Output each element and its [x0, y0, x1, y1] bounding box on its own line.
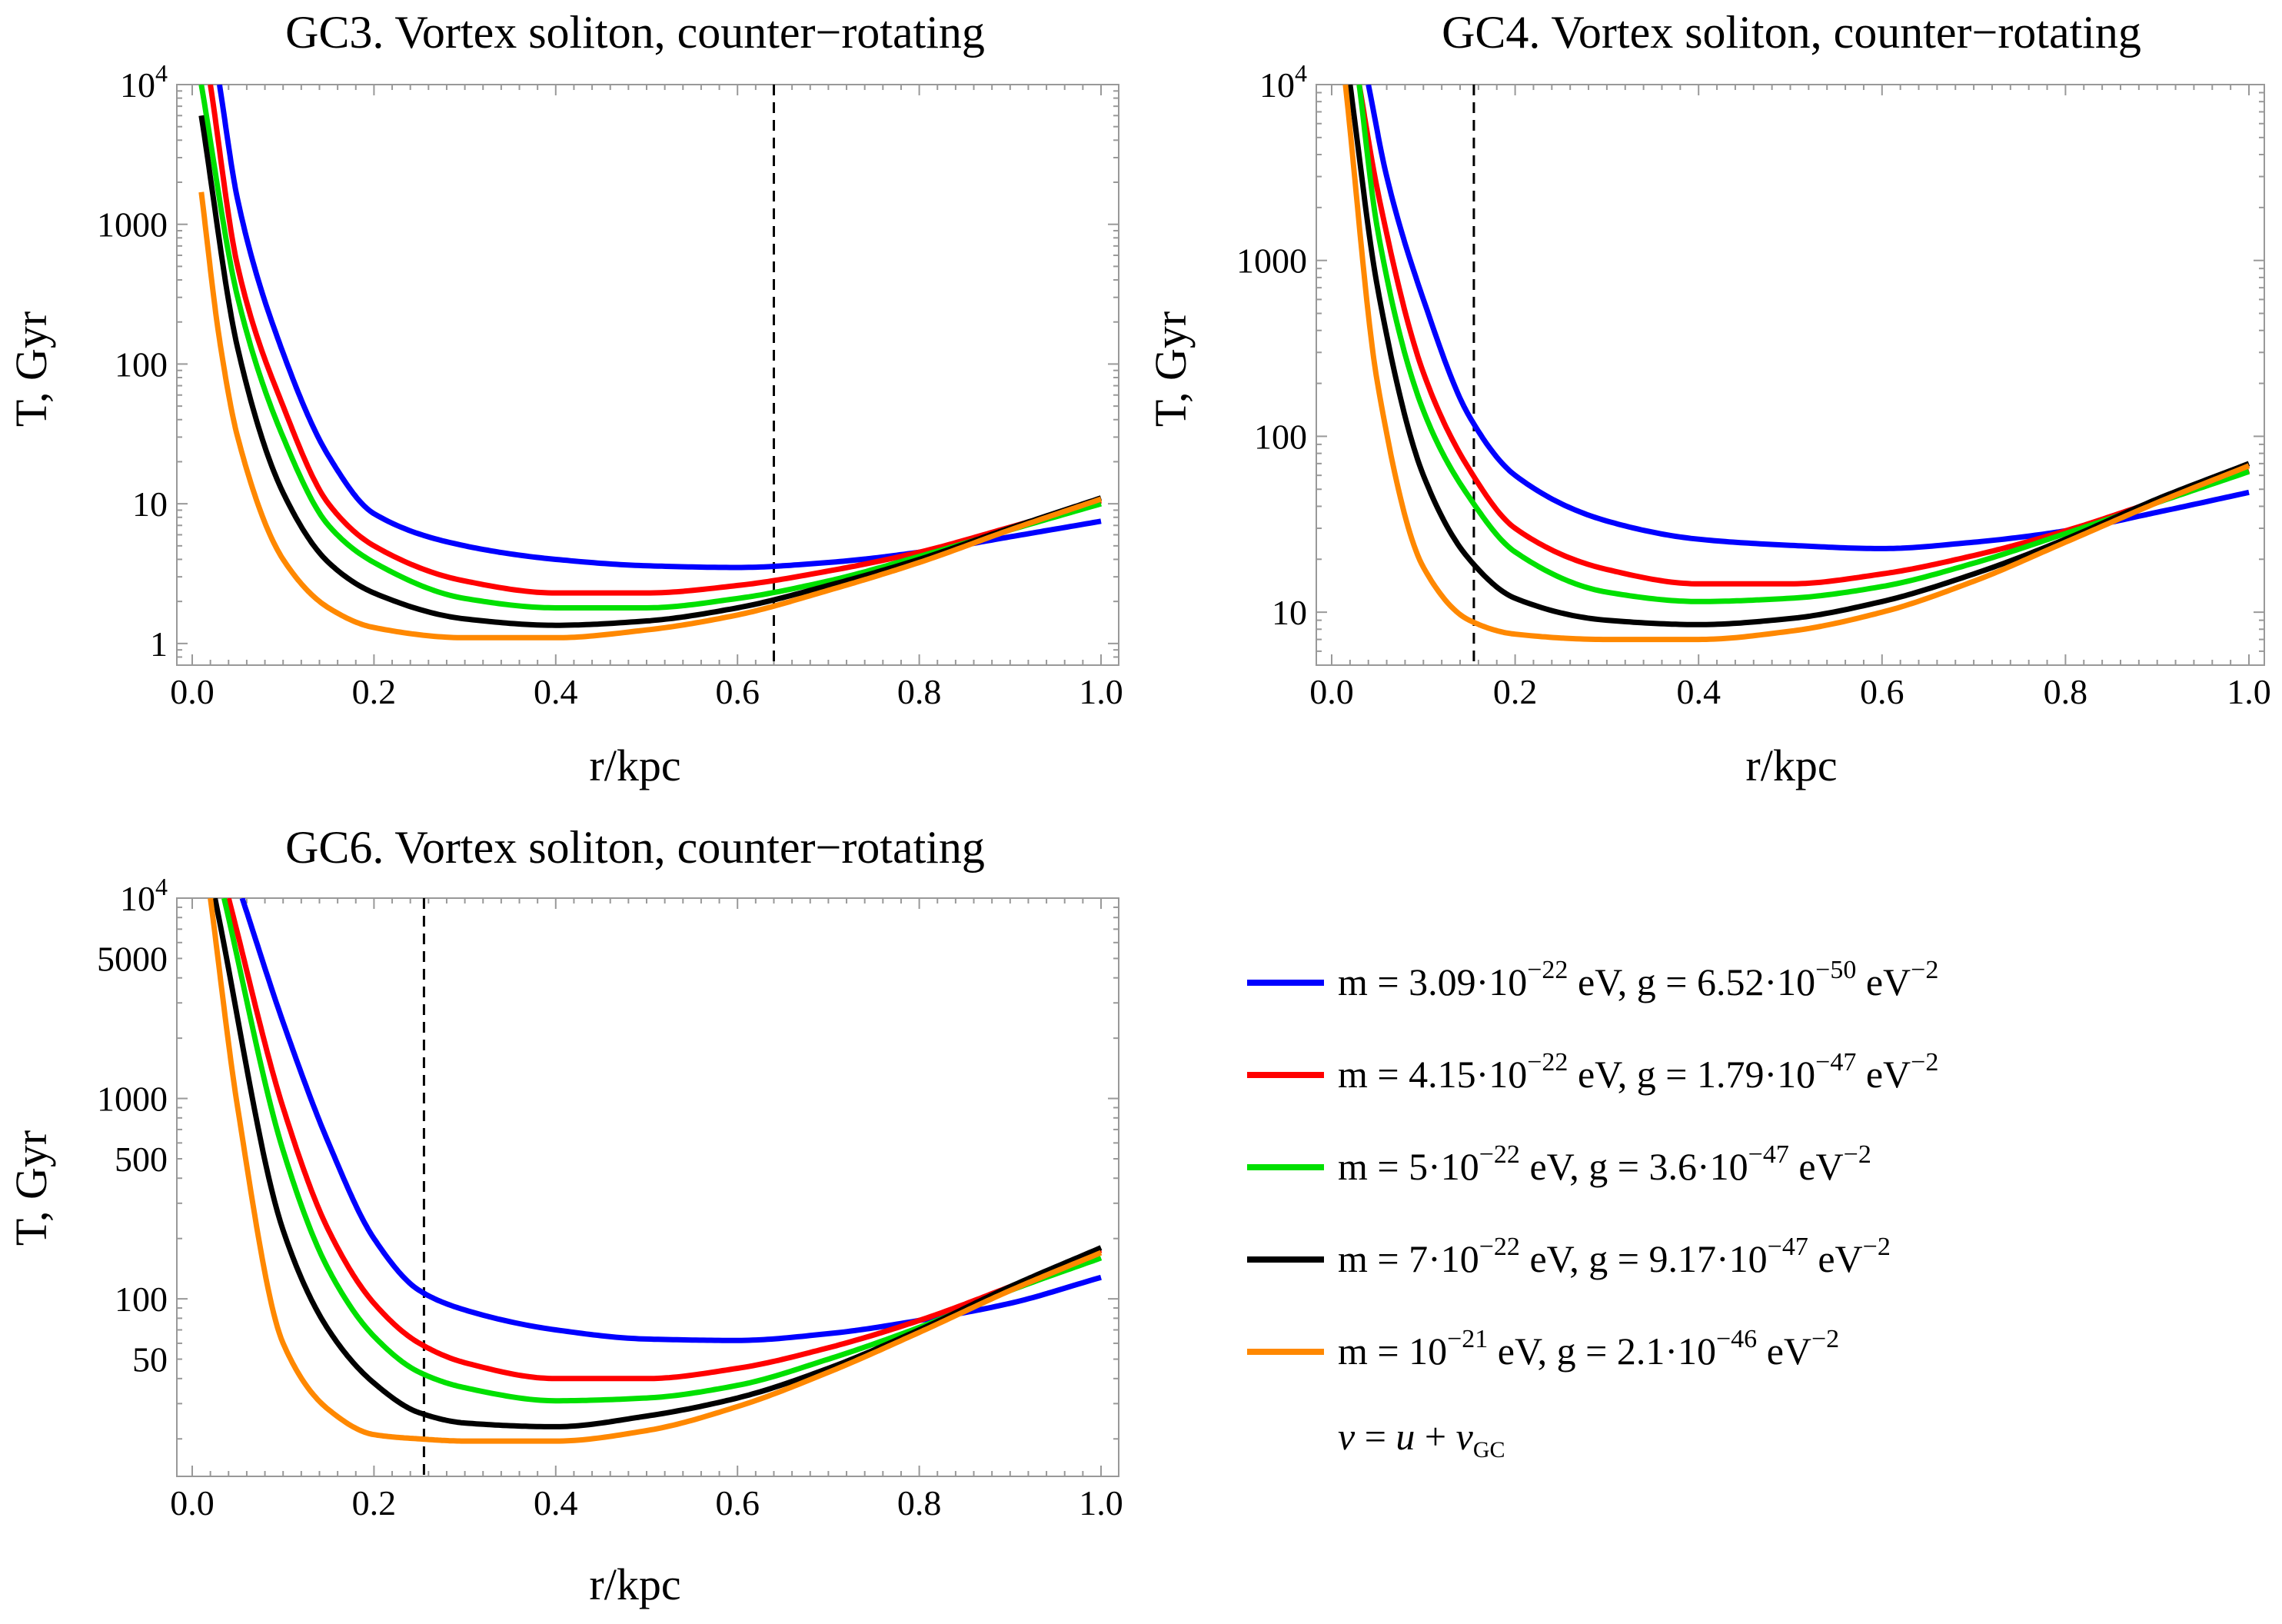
series-line-m5 — [198, 85, 1103, 611]
series-line-m3.09 — [217, 85, 1102, 571]
legend-entry: m = 7·10−22 eV, g = 9.17·10−47 eV−2 — [1247, 1233, 1891, 1280]
series-line-m5 — [1356, 85, 2250, 604]
chart-panel-gc4: GC4. Vortex soliton, counter−rotating T,… — [1146, 7, 2271, 790]
series-line-m4.15 — [225, 898, 1103, 1382]
legend-velocity-note: v = u + vGC — [1338, 1415, 1505, 1463]
x-tick-label: 0.2 — [352, 672, 397, 711]
chart-title: GC4. Vortex soliton, counter−rotating — [1442, 7, 2141, 58]
chart-title: GC3. Vortex soliton, counter−rotating — [285, 7, 985, 58]
axis-ticks — [177, 897, 1119, 1476]
legend-entry: m = 5·10−22 eV, g = 3.6·10−47 eV−2 — [1247, 1140, 1871, 1188]
x-tick-label: 0.4 — [1676, 672, 1721, 711]
y-tick-label: 10 — [1272, 593, 1307, 632]
series-lines — [208, 898, 1103, 1444]
y-axis-label: T, Gyr — [1146, 311, 1196, 427]
y-tick-label: 500 — [115, 1140, 168, 1179]
x-tick-label: 0.2 — [352, 1483, 397, 1522]
x-tick-label: 0.8 — [897, 1483, 942, 1522]
legend-label: m = 7·10−22 eV, g = 9.17·10−47 eV−2 — [1338, 1233, 1891, 1280]
y-tick-label: 1000 — [97, 1080, 168, 1119]
y-tick-label: 5000 — [97, 939, 168, 978]
legend-label: m = 5·10−22 eV, g = 3.6·10−47 eV−2 — [1338, 1140, 1871, 1188]
axis-ticks — [1316, 84, 2264, 666]
x-axis-label: r/kpc — [1745, 740, 1837, 790]
x-tick-label: 0.6 — [1860, 672, 1904, 711]
series-lines — [198, 85, 1103, 641]
y-axis-label: T, Gyr — [6, 1130, 56, 1246]
legend-entry: m = 4.15·10−22 eV, g = 1.79·10−47 eV−2 — [1247, 1048, 1938, 1096]
series-line-m10 — [1342, 85, 2250, 643]
x-tick-label: 1.0 — [1079, 672, 1123, 711]
chart-title: GC6. Vortex soliton, counter−rotating — [285, 822, 985, 873]
series-line-m7 — [212, 898, 1103, 1429]
chart-panel-gc3: GC3. Vortex soliton, counter−rotating T,… — [6, 7, 1123, 790]
series-line-m10 — [198, 191, 1103, 641]
x-tick-label: 0.4 — [534, 1483, 578, 1522]
x-tick-label: 0.0 — [1309, 672, 1354, 711]
series-line-m5 — [221, 898, 1103, 1404]
y-tick-label: 50 — [132, 1340, 168, 1379]
series-line-m3.09 — [1366, 85, 2250, 551]
x-tick-label: 0.6 — [715, 1483, 760, 1522]
y-tick-labels: 10 100 1000 104 — [1236, 59, 1307, 632]
x-tick-labels: 0.0 0.2 0.4 0.6 0.8 1.0 — [170, 1483, 1123, 1522]
x-tick-label: 0.8 — [897, 672, 942, 711]
x-axis-label: r/kpc — [589, 740, 680, 790]
series-line-m10 — [208, 898, 1103, 1444]
legend: m = 3.09·10−22 eV, g = 6.52·10−50 eV−2 m… — [1247, 956, 1938, 1463]
legend-entry: m = 10−21 eV, g = 2.1·10−46 eV−2 — [1247, 1325, 1839, 1373]
legend-label: m = 10−21 eV, g = 2.1·10−46 eV−2 — [1338, 1325, 1839, 1373]
x-tick-label: 0.0 — [170, 1483, 215, 1522]
x-axis-label: r/kpc — [589, 1559, 680, 1609]
axis-ticks — [177, 84, 1119, 666]
series-line-m3.09 — [239, 898, 1102, 1343]
x-tick-label: 1.0 — [2227, 672, 2271, 711]
chart-panel-gc6: GC6. Vortex soliton, counter−rotating T,… — [6, 822, 1123, 1609]
y-tick-labels: 1 10 100 1000 104 — [97, 59, 168, 664]
x-tick-label: 0.8 — [2044, 672, 2088, 711]
series-line-m4.15 — [208, 85, 1102, 596]
x-tick-label: 0.0 — [170, 672, 215, 711]
x-tick-label: 0.4 — [534, 672, 578, 711]
y-tick-label: 1 — [150, 624, 168, 664]
legend-label: m = 4.15·10−22 eV, g = 1.79·10−47 eV−2 — [1338, 1048, 1938, 1096]
legend-label: m = 3.09·10−22 eV, g = 6.52·10−50 eV−2 — [1338, 956, 1938, 1003]
plot-frame — [176, 897, 1119, 1477]
y-tick-label: 100 — [115, 1280, 168, 1319]
series-line-m7 — [1347, 85, 2250, 627]
x-tick-labels: 0.0 0.2 0.4 0.6 0.8 1.0 — [1309, 672, 2271, 711]
y-tick-label: 1000 — [97, 205, 168, 245]
series-line-m4.15 — [1356, 85, 2250, 587]
y-tick-label: 104 — [1259, 59, 1307, 105]
y-axis-label: T, Gyr — [6, 311, 56, 427]
legend-entry: m = 3.09·10−22 eV, g = 6.52·10−50 eV−2 — [1247, 956, 1938, 1003]
y-tick-label: 10 — [132, 484, 168, 524]
series-line-m7 — [198, 115, 1103, 628]
plot-frame — [1316, 84, 2265, 666]
y-tick-labels: 50 100 500 1000 5000 104 — [97, 873, 168, 1379]
x-tick-label: 0.6 — [715, 672, 760, 711]
plot-frame — [176, 84, 1119, 666]
y-tick-label: 1000 — [1236, 241, 1307, 281]
y-tick-label: 104 — [120, 59, 168, 105]
x-tick-labels: 0.0 0.2 0.4 0.6 0.8 1.0 — [170, 672, 1123, 711]
x-tick-label: 0.2 — [1493, 672, 1538, 711]
series-lines — [1342, 85, 2250, 643]
y-tick-label: 100 — [115, 344, 168, 384]
x-tick-label: 1.0 — [1079, 1483, 1123, 1522]
y-tick-label: 100 — [1254, 417, 1307, 456]
y-tick-label: 104 — [120, 873, 168, 918]
